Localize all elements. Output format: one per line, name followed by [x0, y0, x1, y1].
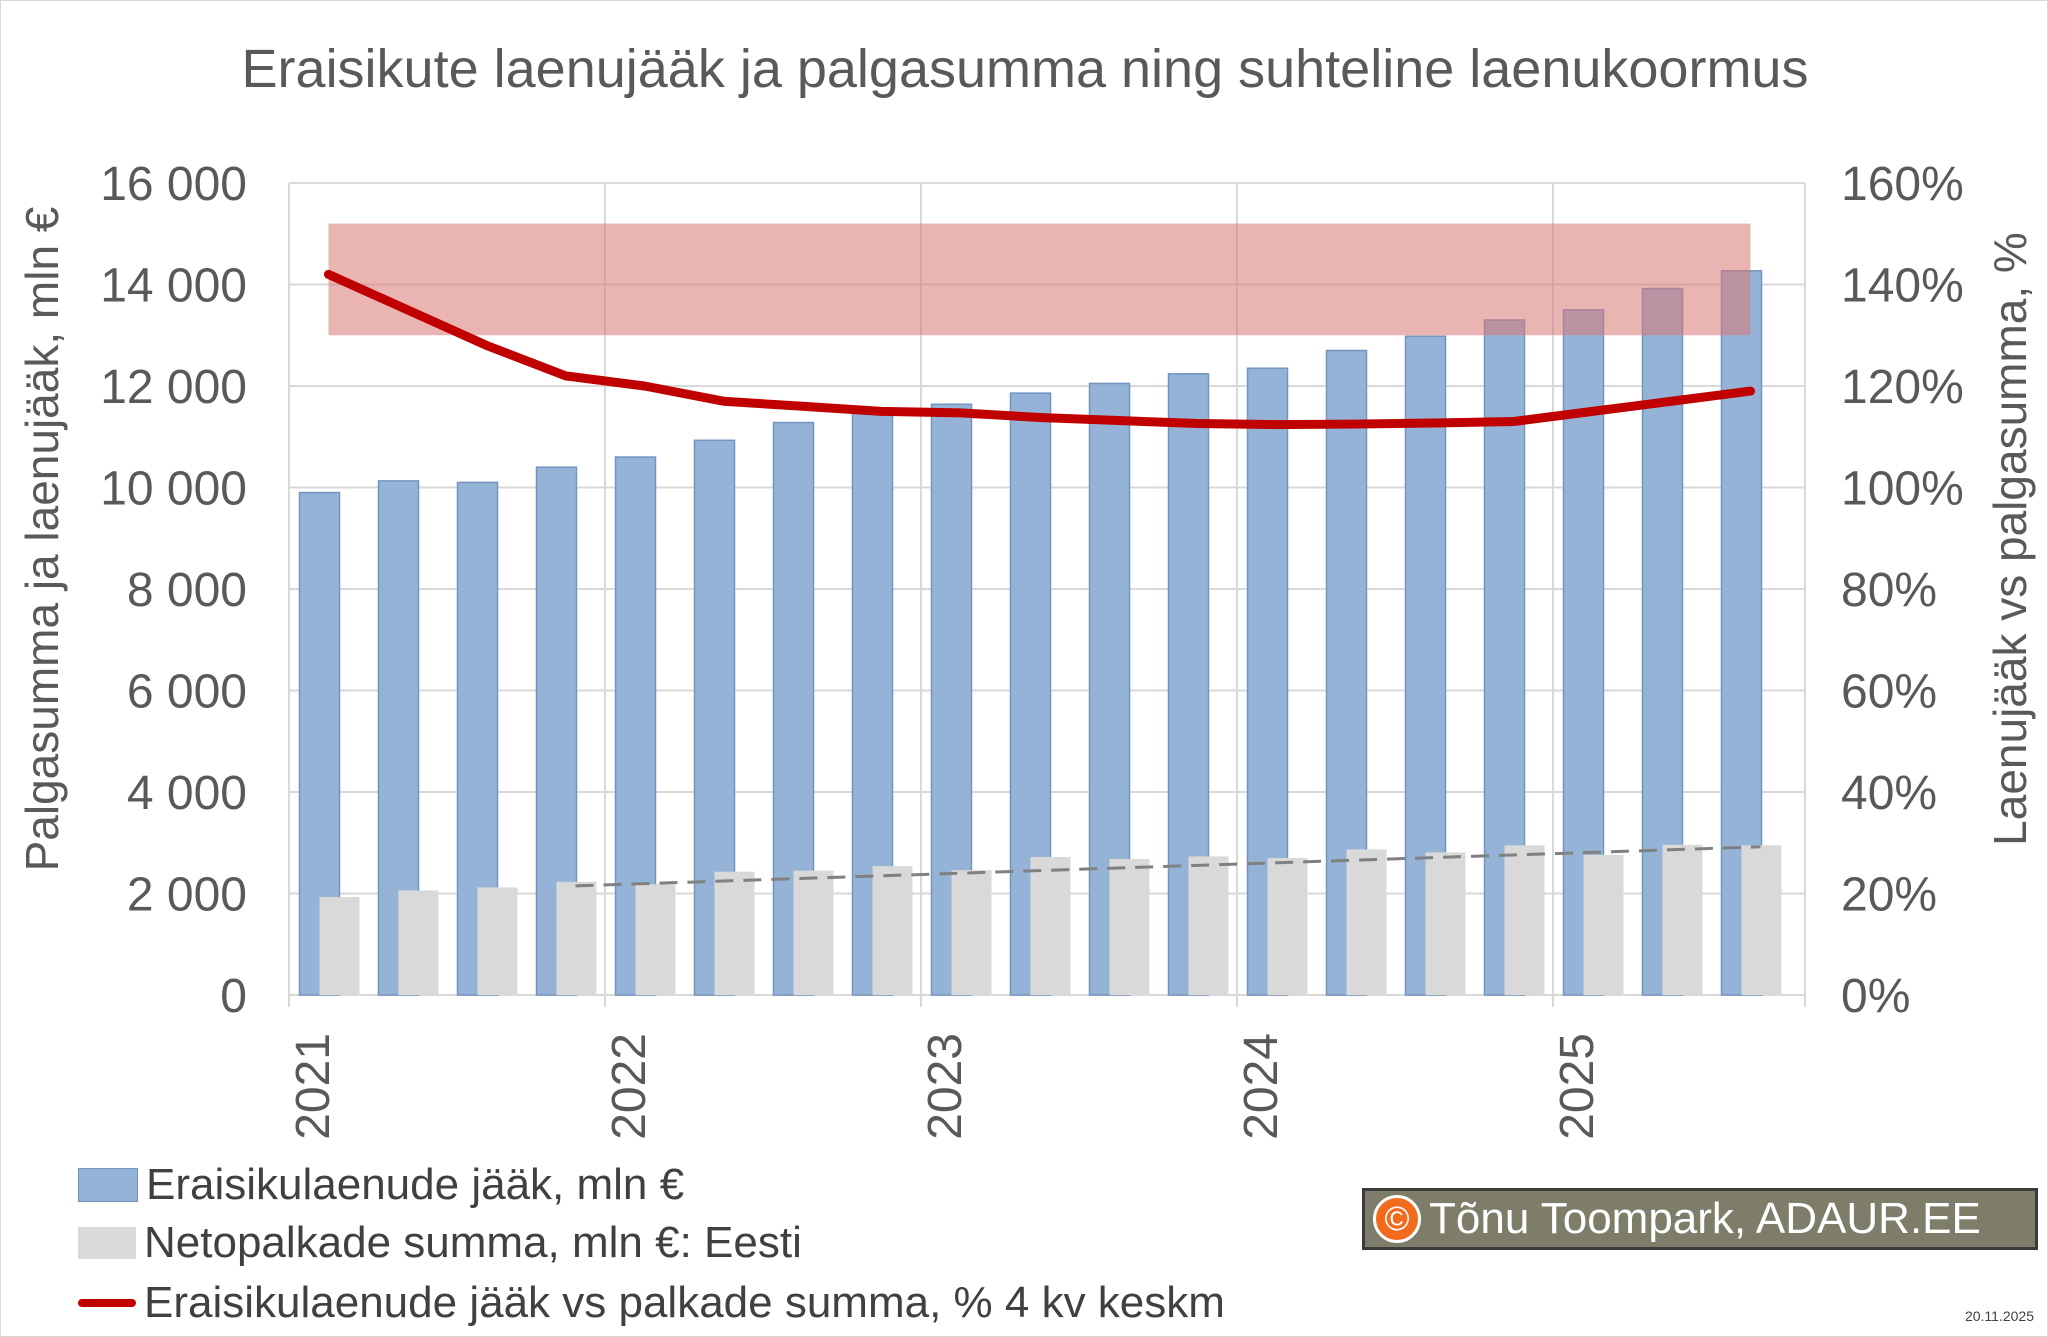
bar-wages — [872, 866, 913, 995]
bar-wages — [1741, 845, 1782, 995]
bar-wages — [1583, 854, 1624, 995]
bar-wages — [1504, 845, 1545, 995]
y-tick-label: 8 000 — [127, 564, 247, 617]
line-ratio — [324, 269, 1755, 430]
y2-tick-label: 20% — [1841, 869, 1937, 922]
bar-wages — [398, 890, 439, 995]
legend-item-ratio: Eraisikulaenude jääk vs palkade summa, %… — [78, 1278, 1225, 1328]
y-tick-label: 2 000 — [127, 869, 247, 922]
y-tick-label: 16 000 — [100, 158, 247, 211]
y-tick-label: 0 — [220, 970, 247, 1023]
x-tick-label: 2024 — [1235, 1033, 1288, 1140]
x-tick-label: 2021 — [287, 1033, 340, 1140]
bar-wages — [714, 871, 755, 995]
bar-wages — [635, 884, 676, 995]
legend-item-wages: Netopalkade summa, mln €: Eesti — [78, 1218, 802, 1268]
y-axis-title: Palgasumma ja laenujääk, mln € — [16, 207, 68, 872]
y2-tick-label: 100% — [1841, 463, 1964, 516]
legend-swatch-loans — [78, 1168, 138, 1202]
bar-wages — [1188, 856, 1229, 995]
watermark: © Tõnu Toompark, ADAUR.EE — [1362, 1188, 2038, 1250]
watermark-text: Tõnu Toompark, ADAUR.EE — [1429, 1194, 1981, 1243]
legend-label-ratio: Eraisikulaenude jääk vs palkade summa, %… — [144, 1278, 1225, 1327]
y-tick-label: 14 000 — [100, 260, 247, 313]
y2-tick-label: 0% — [1841, 970, 1910, 1023]
legend-swatch-wages — [78, 1227, 136, 1259]
y2-tick-label: 120% — [1841, 361, 1964, 414]
copyright-icon: © — [1373, 1195, 1421, 1243]
bar-wages — [1267, 857, 1308, 995]
y-tick-label: 12 000 — [100, 361, 247, 414]
y2-tick-label: 160% — [1841, 158, 1964, 211]
bar-wages — [1346, 849, 1387, 995]
highlight-band — [328, 223, 1751, 336]
bar-wages — [1662, 844, 1703, 995]
bar-wages — [1425, 852, 1466, 995]
legend-item-loans: Eraisikulaenude jääk, mln € — [78, 1160, 684, 1210]
chart-title: Eraisikute laenujääk ja palgasumma ning … — [241, 39, 1809, 99]
bar-wages — [319, 897, 360, 995]
bar-wages — [477, 887, 518, 995]
y-tick-label: 10 000 — [100, 463, 247, 516]
bar-wages — [951, 870, 992, 995]
y2-tick-label: 140% — [1841, 260, 1964, 313]
y2-axis-title: Laenujääk vs palgasumma, % — [1984, 232, 2036, 846]
date-stamp: 20.11.2025 — [1964, 1308, 2034, 1324]
bar-wages — [1030, 856, 1071, 995]
x-tick-label: 2023 — [919, 1033, 972, 1140]
legend-label-wages: Netopalkade summa, mln €: Eesti — [144, 1218, 802, 1267]
legend-swatch-ratio — [78, 1299, 136, 1307]
trendline-wages — [575, 845, 1761, 888]
x-tick-label: 2022 — [603, 1033, 656, 1140]
x-tick-label: 2025 — [1551, 1033, 1604, 1140]
legend-label-loans: Eraisikulaenude jääk, mln € — [146, 1160, 685, 1209]
y-tick-label: 4 000 — [127, 767, 247, 820]
y2-tick-label: 40% — [1841, 767, 1937, 820]
bar-wages — [793, 870, 834, 995]
bar-wages — [556, 881, 597, 995]
y2-tick-label: 80% — [1841, 564, 1937, 617]
bar-wages — [1109, 858, 1150, 995]
y2-tick-label: 60% — [1841, 666, 1937, 719]
y-tick-label: 6 000 — [127, 666, 247, 719]
